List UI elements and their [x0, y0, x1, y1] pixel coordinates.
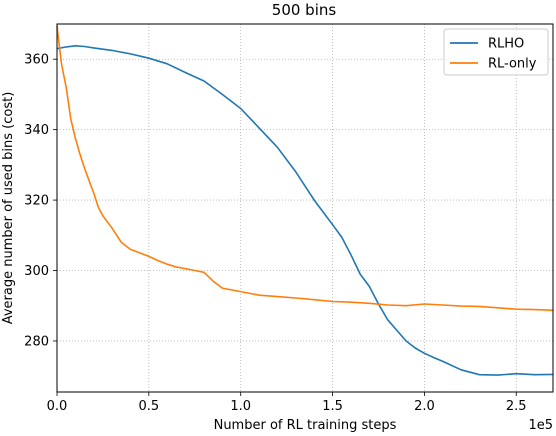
- axis-ticks: 0.0 0.5 1.0 1.5 2.0 2.5 280 300 320 340 360: [24, 53, 526, 414]
- x-tick-label: 1.5: [322, 399, 343, 414]
- grid: [56, 24, 553, 392]
- y-tick-label: 300: [24, 264, 49, 279]
- x-tick-label: 2.5: [506, 399, 527, 414]
- chart-title: 500 bins: [272, 1, 337, 19]
- plot-frame: [56, 23, 554, 393]
- y-tick-label: 320: [24, 194, 49, 209]
- series-line-rl-only: [56, 25, 554, 312]
- x-tick-label: 0.0: [47, 399, 68, 414]
- y-axis-label: Average number of used bins (cost): [1, 92, 16, 325]
- legend-label-rlho: RLHO: [488, 37, 524, 52]
- y-tick-label: 280: [24, 334, 49, 349]
- legend-label-rl-only: RL-only: [488, 57, 537, 72]
- series-line-rlho: [56, 45, 554, 376]
- x-axis-label: Number of RL training steps: [214, 418, 397, 433]
- y-tick-label: 360: [24, 53, 49, 68]
- x-tick-label: 1.0: [230, 399, 251, 414]
- y-tick-label: 340: [24, 123, 49, 138]
- x-axis-offset-label: 1e5: [528, 418, 553, 433]
- x-tick-label: 2.0: [414, 399, 435, 414]
- legend: RLHO RL-only: [443, 28, 549, 76]
- x-tick-label: 0.5: [139, 399, 160, 414]
- series-lines: [56, 25, 554, 376]
